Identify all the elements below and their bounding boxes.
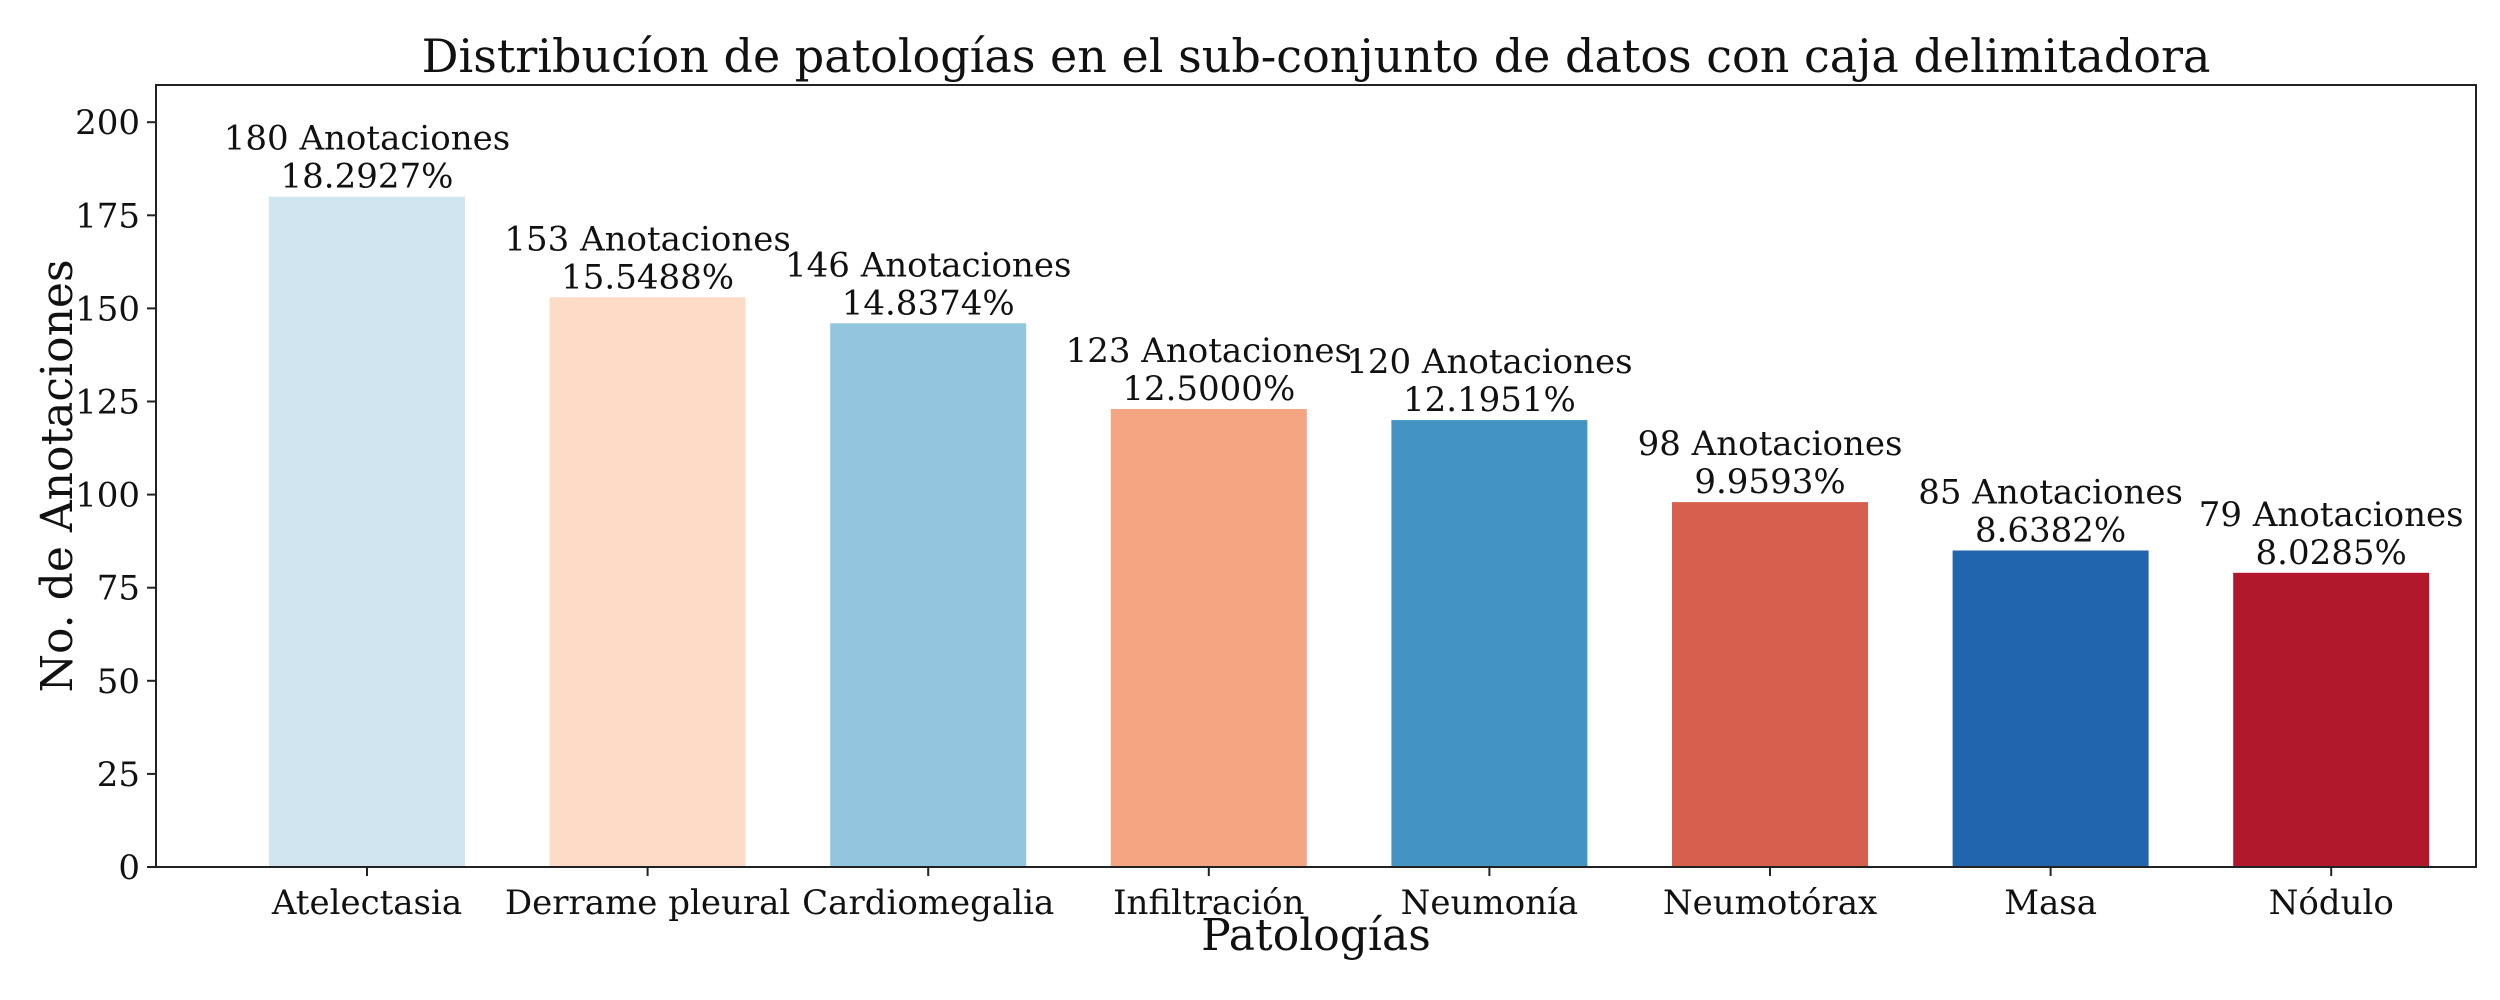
bar-count-label: 180 Anotaciones xyxy=(224,119,510,159)
x-tick-label: Infiltración xyxy=(1113,883,1304,923)
bar-percent-label: 15.5488% xyxy=(561,257,734,297)
bar-percent-label: 8.6382% xyxy=(1975,511,2126,551)
bar xyxy=(1672,502,1868,867)
y-tick-label: 175 xyxy=(75,196,140,236)
y-tick-label: 125 xyxy=(75,383,140,423)
bar xyxy=(549,297,746,867)
bar-count-label: 146 Anotaciones xyxy=(785,245,1071,285)
bar xyxy=(2233,572,2430,867)
bar-percent-label: 14.8374% xyxy=(842,283,1015,323)
bar-count-label: 79 Anotaciones xyxy=(2199,495,2464,535)
y-tick-label: 200 xyxy=(75,103,140,143)
y-tick-label: 0 xyxy=(118,848,140,888)
x-axis: Atelectasia Derrame pleural Cardiomegalia I… xyxy=(271,867,2394,923)
y-tick-label: 50 xyxy=(97,662,140,702)
x-tick-label: Cardiomegalia xyxy=(802,883,1054,923)
bar-percent-label: 12.5000% xyxy=(1122,369,1295,409)
bar-count-label: 120 Anotaciones xyxy=(1346,342,1632,382)
bar xyxy=(1110,409,1307,867)
bar xyxy=(1952,550,2149,867)
y-axis-label: No. de Anotaciones xyxy=(32,259,83,692)
y-tick-label: 75 xyxy=(97,569,140,609)
plot-frame xyxy=(155,84,2477,868)
bars-layer xyxy=(269,196,2430,867)
x-tick-label: Derrame pleural xyxy=(505,883,790,923)
x-tick-label: Nódulo xyxy=(2269,883,2394,923)
bar xyxy=(830,323,1027,867)
x-tick-label: Neumotórax xyxy=(1663,883,1877,923)
bar-percent-label: 9.9593% xyxy=(1694,462,1845,502)
bar-percent-label: 12.1951% xyxy=(1403,380,1576,420)
bar-count-label: 85 Anotaciones xyxy=(1918,473,2183,513)
bar-count-label: 153 Anotaciones xyxy=(504,219,790,259)
bar-percent-label: 18.2927% xyxy=(281,157,454,197)
bar-percent-label: 8.0285% xyxy=(2256,533,2407,573)
x-axis-label: Patologías xyxy=(1201,910,1431,961)
y-tick-label: 150 xyxy=(75,289,140,329)
x-tick-label: Masa xyxy=(2004,883,2097,923)
bar xyxy=(1391,420,1588,867)
bar-count-label: 98 Anotaciones xyxy=(1638,424,1903,464)
y-tick-label: 100 xyxy=(75,476,140,516)
y-tick-label: 25 xyxy=(97,755,140,795)
x-tick-label: Atelectasia xyxy=(271,883,462,923)
bar-count-label: 123 Anotaciones xyxy=(1066,331,1352,371)
bar xyxy=(269,196,465,867)
x-tick-label: Neumonía xyxy=(1401,883,1579,923)
y-axis: 0 25 50 75 100 125 150 175 200 xyxy=(75,103,156,888)
chart-title: Distribucíon de patologías en el sub-con… xyxy=(422,29,2211,83)
